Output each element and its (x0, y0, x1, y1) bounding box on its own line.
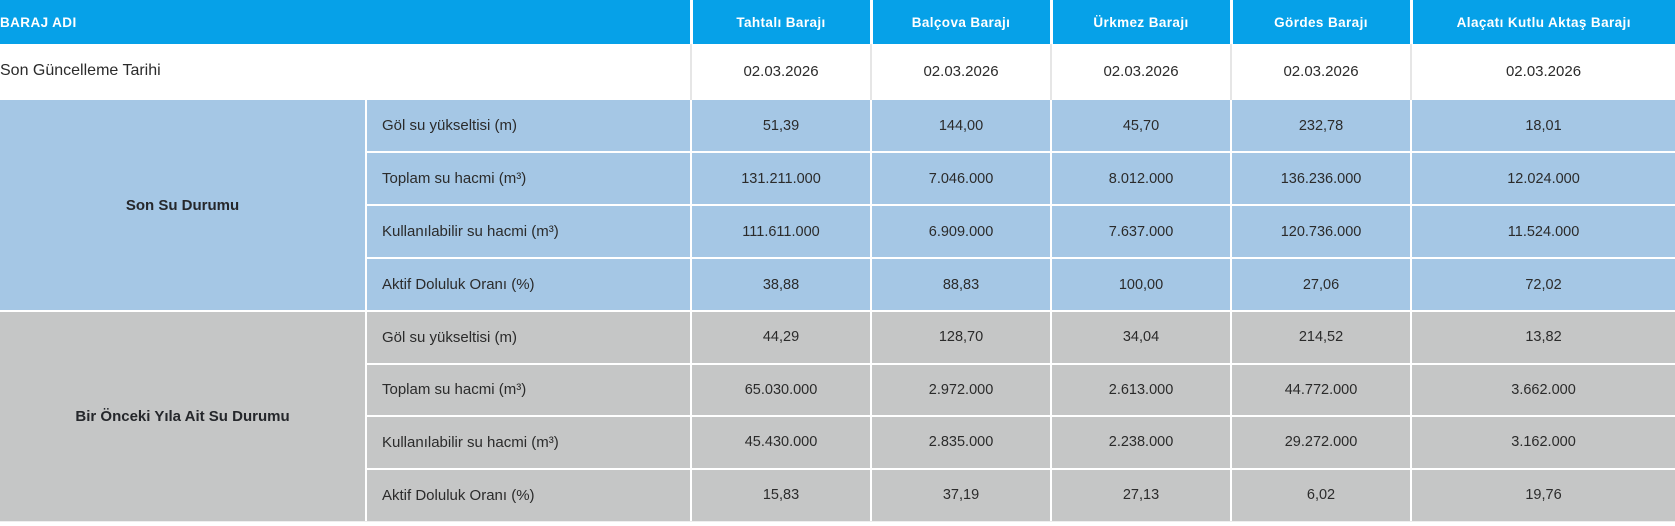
metric-value: 44,29 (690, 310, 872, 364)
column-header-gordes: Gördes Barajı (1229, 0, 1412, 44)
metric-value: 19,76 (1410, 467, 1675, 521)
metric-value: 120.736.000 (1230, 204, 1412, 258)
metric-label: Toplam su hacmi (m³) (364, 151, 692, 205)
metric-label: Göl su yükseltisi (m) (364, 98, 692, 152)
metric-value: 2.613.000 (1050, 362, 1232, 416)
column-header-alacati: Alaçatı Kutlu Aktaş Barajı (1409, 0, 1675, 44)
last-update-value: 02.03.2026 (870, 44, 1052, 99)
metric-value: 15,83 (690, 467, 872, 521)
metric-value: 44.772.000 (1230, 362, 1412, 416)
metric-value: 45,70 (1050, 98, 1232, 152)
baraj-adi-header: BARAJ ADI (0, 0, 692, 44)
metric-row: Kullanılabilir su hacmi (m³) 111.611.000… (0, 204, 1675, 258)
last-update-label: Son Güncelleme Tarihi (0, 62, 161, 79)
metric-value: 131.211.000 (690, 151, 872, 205)
metric-label: Göl su yükseltisi (m) (364, 310, 692, 364)
metric-label: Aktif Doluluk Oranı (%) (364, 257, 692, 311)
metric-value: 7.046.000 (870, 151, 1052, 205)
metric-value: 136.236.000 (1230, 151, 1412, 205)
metric-value: 13,82 (1410, 310, 1675, 364)
metric-value: 8.012.000 (1050, 151, 1232, 205)
metric-value: 88,83 (870, 257, 1052, 311)
metric-value: 29.272.000 (1230, 415, 1412, 469)
metric-value: 2.972.000 (870, 362, 1052, 416)
metric-label: Kullanılabilir su hacmi (m³) (364, 204, 692, 258)
metric-value: 214,52 (1230, 310, 1412, 364)
last-update-row: Son Güncelleme Tarihi 02.03.2026 02.03.2… (0, 44, 1675, 99)
metric-value: 111.611.000 (690, 204, 872, 258)
metric-value: 6,02 (1230, 467, 1412, 521)
last-update-value: 02.03.2026 (1230, 44, 1412, 99)
metric-value: 2.238.000 (1050, 415, 1232, 469)
metric-value: 18,01 (1410, 98, 1675, 152)
metric-label: Toplam su hacmi (m³) (364, 362, 692, 416)
metric-value: 12.024.000 (1410, 151, 1675, 205)
metric-value: 45.430.000 (690, 415, 872, 469)
metric-value: 128,70 (870, 310, 1052, 364)
metric-label: Aktif Doluluk Oranı (%) (364, 467, 692, 521)
metric-value: 51,39 (690, 98, 872, 152)
metric-row: Kullanılabilir su hacmi (m³) 45.430.000 … (0, 415, 1675, 469)
last-update-value: 02.03.2026 (690, 44, 872, 99)
section-label-current: Son Su Durumu (0, 98, 366, 311)
column-header-urkmez: Ürkmez Barajı (1049, 0, 1232, 44)
metric-value: 11.524.000 (1410, 204, 1675, 258)
metric-value: 27,06 (1230, 257, 1412, 311)
table-bottom-divider (0, 521, 1675, 522)
section-label-previous-year: Bir Önceki Yıla Ait Su Durumu (0, 310, 366, 521)
metric-row: Toplam su hacmi (m³) 65.030.000 2.972.00… (0, 362, 1675, 416)
metric-value: 6.909.000 (870, 204, 1052, 258)
column-header-balcova: Balçova Barajı (869, 0, 1052, 44)
metric-value: 232,78 (1230, 98, 1412, 152)
metric-value: 2.835.000 (870, 415, 1052, 469)
metric-value: 65.030.000 (690, 362, 872, 416)
metric-value: 3.662.000 (1410, 362, 1675, 416)
metric-row: Bir Önceki Yıla Ait Su Durumu Göl su yük… (0, 310, 1675, 521)
metric-row: Aktif Doluluk Oranı (%) 15,83 37,19 27,1… (0, 467, 1675, 521)
metric-value: 38,88 (690, 257, 872, 311)
last-update-value: 02.03.2026 (1050, 44, 1232, 99)
metric-value: 144,00 (870, 98, 1052, 152)
metric-row: Toplam su hacmi (m³) 131.211.000 7.046.0… (0, 151, 1675, 205)
metric-value: 37,19 (870, 467, 1052, 521)
metric-value: 7.637.000 (1050, 204, 1232, 258)
last-update-value: 02.03.2026 (1410, 44, 1675, 99)
metric-value: 100,00 (1050, 257, 1232, 311)
metric-row: Son Su Durumu Göl su yükseltisi (m) 51,3… (0, 98, 1675, 311)
table-header-row: BARAJ ADI Tahtalı Barajı Balçova Barajı … (0, 0, 1675, 44)
column-header-tahtali: Tahtalı Barajı (689, 0, 872, 44)
metric-value: 3.162.000 (1410, 415, 1675, 469)
metric-value: 72,02 (1410, 257, 1675, 311)
metric-value: 27,13 (1050, 467, 1232, 521)
metric-label: Kullanılabilir su hacmi (m³) (364, 415, 692, 469)
metric-row: Aktif Doluluk Oranı (%) 38,88 88,83 100,… (0, 257, 1675, 311)
metric-value: 34,04 (1050, 310, 1232, 364)
